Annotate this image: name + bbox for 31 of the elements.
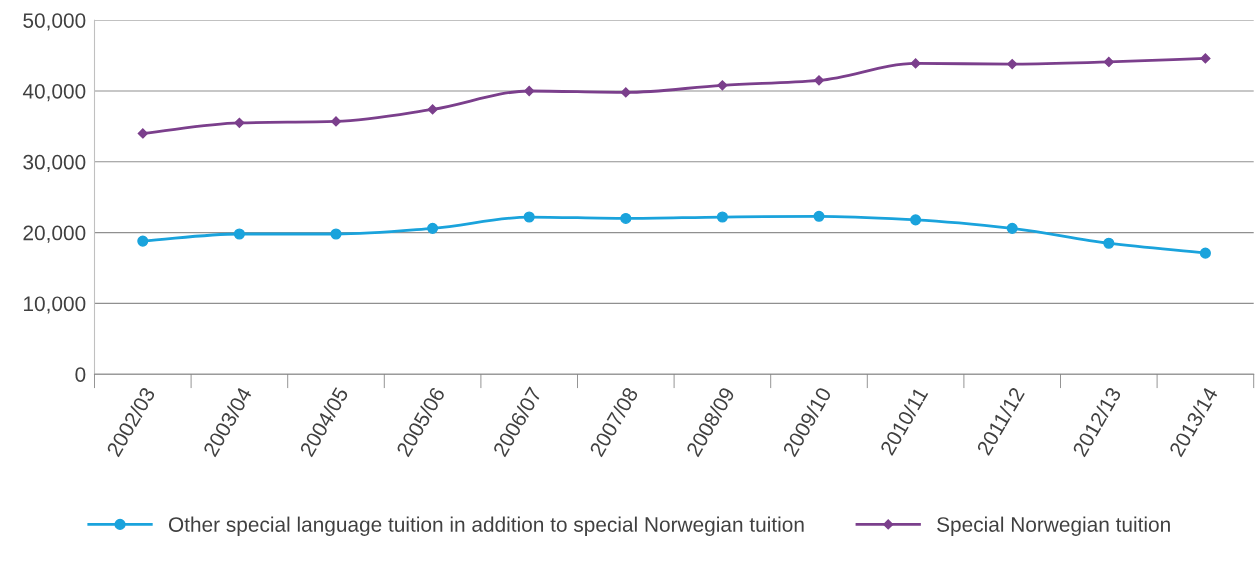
- point: [813, 75, 825, 86]
- legend-label: Special Norwegian tuition: [937, 516, 1170, 536]
- point: [330, 228, 342, 240]
- point: [620, 87, 631, 98]
- point: [427, 222, 439, 234]
- point: [1007, 58, 1018, 70]
- legend-label: Other special language tuition in addition to special Norwegian tuition: [168, 516, 804, 536]
- point: [137, 235, 149, 247]
- y-tick-label: 30,000: [23, 154, 86, 173]
- point: [1200, 53, 1211, 64]
- point: [1103, 237, 1115, 249]
- point: [620, 212, 632, 224]
- y-tick-label: 0: [75, 367, 86, 382]
- point: [716, 211, 728, 223]
- point: [813, 210, 825, 222]
- y-tick-label: 40,000: [22, 84, 86, 102]
- point: [137, 128, 148, 139]
- y-tick-label: 50,000: [23, 13, 86, 31]
- point: [910, 58, 921, 69]
- point: [1103, 56, 1114, 68]
- y-tick-label: 20,000: [23, 225, 86, 243]
- point: [1199, 247, 1211, 259]
- point: [523, 211, 535, 223]
- point: [524, 85, 535, 97]
- point: [234, 117, 245, 128]
- point: [233, 228, 245, 240]
- point: [427, 104, 438, 115]
- point: [717, 80, 728, 91]
- y-tick-label: 10,000: [24, 296, 86, 314]
- point: [910, 214, 922, 226]
- point: [1006, 222, 1018, 234]
